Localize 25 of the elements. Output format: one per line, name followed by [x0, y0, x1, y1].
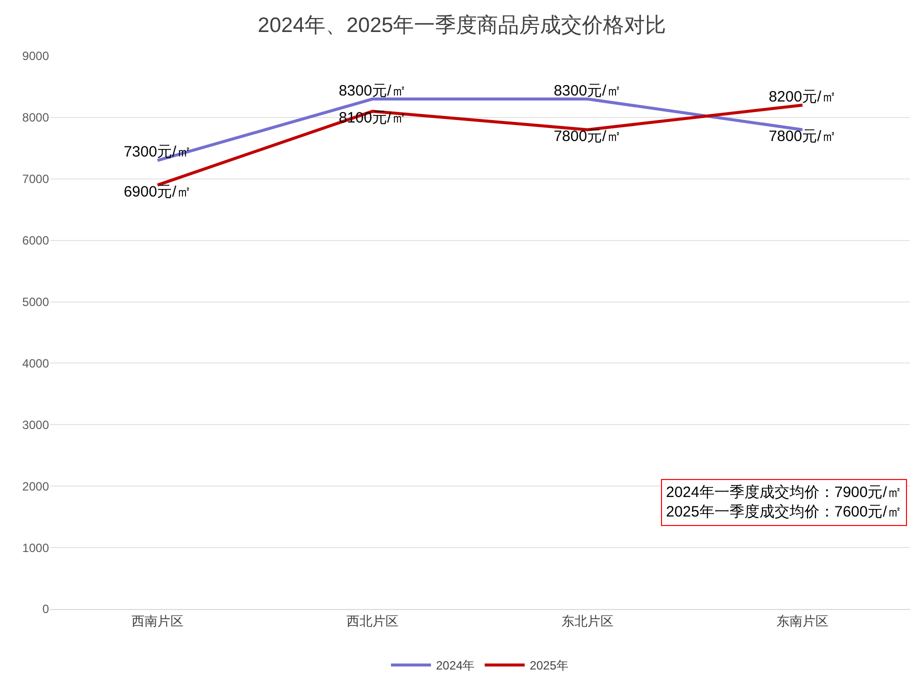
y-tick-label: 3000 [22, 418, 50, 432]
y-tick-label: 1000 [22, 540, 50, 555]
data-label: 8300元/㎡ [554, 82, 622, 100]
data-label: 7800元/㎡ [768, 128, 836, 145]
data-label: 6900元/㎡ [124, 183, 192, 200]
x-tick-label: 西北片区 [346, 614, 398, 629]
y-tick-label: 6000 [22, 234, 50, 248]
annotation: 2025年一季度成交均价：7600元/㎡ [666, 504, 902, 520]
legend-label: 2024年 [436, 658, 475, 673]
chart-title: 2024年、2025年一季度商品房成交价格对比 [258, 14, 666, 37]
y-tick-label: 9000 [22, 49, 50, 64]
y-tick-label: 4000 [22, 356, 50, 370]
y-tick-label: 8000 [22, 110, 50, 125]
y-tick-label: 0 [42, 602, 50, 616]
y-tick-label: 2000 [22, 479, 50, 494]
data-label: 7800元/㎡ [554, 128, 622, 145]
data-label: 8200元/㎡ [768, 88, 836, 106]
x-tick-label: 西南片区 [132, 614, 184, 629]
x-tick-label: 东南片区 [776, 614, 828, 629]
annotation: 2024年一季度成交均价：7900元/㎡ [666, 484, 902, 501]
data-label: 8300元/㎡ [338, 82, 406, 100]
y-tick-label: 7000 [22, 172, 50, 186]
x-tick-label: 东北片区 [562, 614, 614, 629]
y-tick-label: 5000 [22, 294, 50, 309]
legend-label: 2025年 [530, 658, 568, 673]
